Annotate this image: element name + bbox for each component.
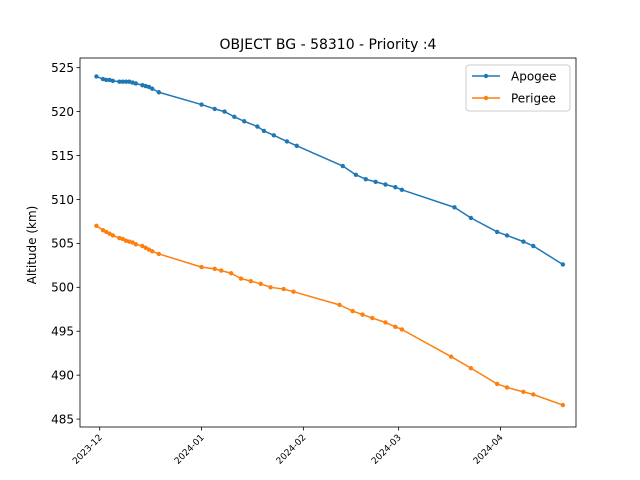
data-point-apogee: [353, 172, 359, 178]
data-point-perigee: [370, 315, 375, 321]
data-point-apogee: [452, 205, 457, 210]
data-point-perigee: [133, 242, 139, 247]
data-point-perigee: [146, 247, 152, 252]
data-point-perigee: [110, 233, 116, 238]
data-point-apogee: [294, 143, 299, 149]
legend-label-apogee: Apogee: [511, 70, 557, 84]
data-point-perigee: [337, 302, 342, 308]
data-point-apogee: [399, 187, 405, 192]
legend-label-perigee: Perigee: [511, 92, 556, 106]
data-point-apogee: [150, 86, 155, 91]
data-point-apogee: [199, 102, 204, 107]
data-point-apogee: [156, 90, 162, 95]
data-point-apogee: [271, 133, 276, 138]
data-point-perigee: [560, 402, 566, 408]
y-tick-label: 485: [51, 412, 74, 426]
data-point-perigee: [107, 231, 112, 236]
data-point-perigee: [150, 249, 155, 254]
y-tick-label: 495: [51, 325, 74, 339]
data-point-perigee: [504, 385, 510, 390]
data-point-apogee: [363, 177, 368, 182]
data-point-perigee: [130, 240, 135, 245]
data-point-perigee: [212, 266, 217, 272]
data-point-apogee: [242, 119, 247, 124]
data-point-perigee: [531, 392, 536, 397]
data-point-apogee: [373, 179, 378, 185]
data-point-apogee: [212, 106, 217, 112]
data-point-apogee: [222, 109, 227, 114]
data-point-perigee: [448, 354, 454, 359]
data-point-apogee: [133, 81, 139, 86]
plot-frame: [79, 57, 577, 428]
chart-title: OBJECT BG - 58310 - Priority :4: [220, 37, 437, 53]
data-point-apogee: [261, 128, 267, 134]
data-point-perigee: [281, 286, 286, 292]
data-point-perigee: [383, 320, 388, 325]
data-point-apogee: [146, 84, 152, 90]
y-axis-label: Altitude (km): [25, 206, 39, 285]
data-point-apogee: [383, 182, 388, 187]
data-point-apogee: [94, 74, 99, 79]
data-point-apogee: [504, 233, 510, 238]
legend: Apogee Perigee: [465, 64, 571, 112]
data-point-apogee: [284, 139, 290, 144]
data-point-perigee: [360, 312, 365, 317]
data-point-perigee: [104, 229, 109, 235]
data-point-perigee: [143, 245, 148, 250]
data-point-apogee: [120, 79, 125, 84]
data-point-apogee: [123, 79, 129, 84]
data-point-apogee: [100, 76, 106, 82]
data-point-perigee: [238, 276, 244, 281]
data-point-perigee: [521, 389, 526, 395]
data-point-apogee: [340, 163, 345, 169]
data-point-apogee: [140, 83, 145, 88]
y-tick-label: 490: [51, 368, 74, 382]
data-point-apogee: [393, 184, 398, 190]
data-point-apogee: [107, 77, 112, 83]
data-point-perigee: [350, 308, 355, 314]
y-tick-label: 505: [51, 237, 74, 251]
data-point-apogee: [110, 78, 116, 84]
data-point-perigee: [127, 239, 132, 244]
data-point-apogee: [560, 262, 566, 267]
y-tick-label: 520: [51, 105, 74, 119]
data-point-apogee: [104, 77, 109, 83]
data-point-perigee: [291, 289, 296, 294]
y-tick-label: 525: [51, 61, 74, 75]
data-point-perigee: [156, 251, 162, 257]
data-point-apogee: [127, 79, 132, 84]
data-point-perigee: [393, 324, 398, 330]
legend-marker-perigee: [483, 95, 489, 101]
data-point-apogee: [255, 124, 260, 129]
legend-marker-apogee: [483, 73, 489, 79]
data-point-perigee: [258, 281, 263, 286]
data-point-perigee: [199, 264, 204, 270]
data-point-perigee: [228, 271, 234, 276]
data-point-perigee: [248, 278, 254, 284]
data-point-perigee: [494, 381, 500, 387]
data-point-apogee: [531, 243, 536, 249]
data-point-perigee: [468, 365, 474, 371]
data-point-perigee: [399, 327, 405, 332]
y-tick-label: 500: [51, 281, 74, 295]
data-point-perigee: [100, 228, 106, 233]
data-point-apogee: [232, 114, 237, 120]
data-point-apogee: [494, 229, 500, 235]
data-point-apogee: [117, 79, 122, 84]
data-point-apogee: [468, 215, 474, 221]
data-point-apogee: [521, 239, 526, 244]
data-point-perigee: [219, 268, 224, 273]
data-point-perigee: [94, 223, 99, 229]
y-tick-label: 515: [51, 149, 74, 163]
data-point-perigee: [140, 243, 145, 249]
data-point-perigee: [120, 236, 125, 242]
y-tick-label: 510: [51, 193, 74, 207]
data-point-perigee: [268, 285, 273, 290]
